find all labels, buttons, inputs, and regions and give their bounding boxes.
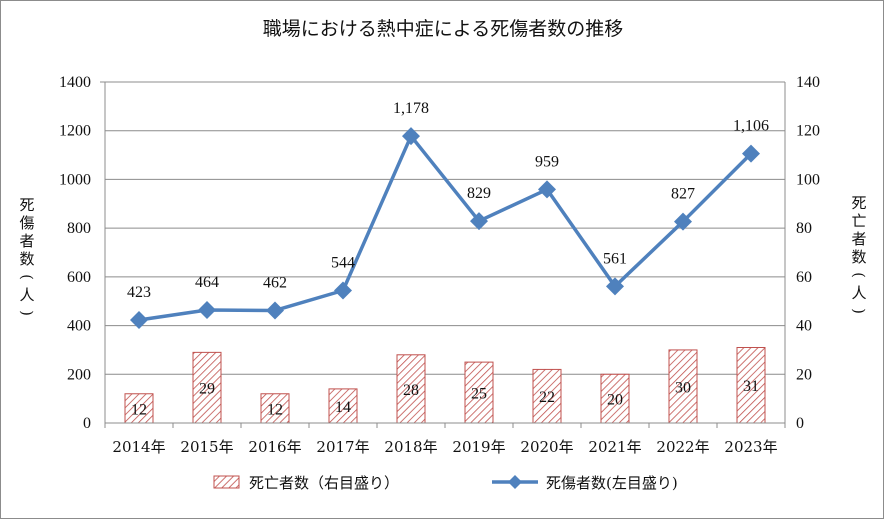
axis-title-char: 人: [851, 284, 866, 302]
right-tick-label: 0: [796, 415, 804, 432]
x-tick-label: 2023年: [724, 438, 777, 456]
x-tick-label: 2021年: [588, 438, 641, 456]
legend-swatch-bar: [213, 475, 240, 489]
axis-title-char: 死: [851, 194, 866, 212]
axis-title-char: (: [850, 272, 868, 278]
axis-title-char: 亡: [851, 212, 866, 230]
axis-title-char: 者: [19, 232, 34, 250]
bar: [600, 373, 630, 424]
line-point-marker: [402, 127, 420, 146]
right-tick-label: 80: [796, 220, 812, 237]
right-tick-label: 120: [796, 123, 820, 140]
line-data-label: 464: [195, 274, 219, 291]
axes: 0 200 400 600 800 1000 1200 1400 0 20 40 60 80 100 120…: [18, 74, 868, 456]
left-tick-label: 600: [67, 269, 91, 286]
x-tick-label: 2019年: [452, 438, 505, 456]
right-tick-label: 140: [796, 74, 820, 91]
left-tick-label: 200: [67, 366, 91, 383]
bar-data-label: 25: [471, 386, 487, 403]
axis-title-char: 死: [19, 196, 34, 214]
series-line: [138, 134, 753, 322]
axis-title-char: 者: [851, 230, 866, 248]
axis-title-char: 人: [19, 286, 34, 304]
line-series: 423 464 462 544 1,178 829 959 561 827 1,106: [127, 100, 769, 329]
left-tick-label: 1200: [59, 123, 91, 140]
bar: [532, 368, 562, 424]
bar-data-label: 20: [607, 392, 623, 409]
line-data-label: 829: [467, 185, 491, 202]
bar-data-label: 31: [743, 378, 759, 395]
bar-data-label: 14: [335, 399, 351, 416]
bar-data-label: 28: [403, 382, 419, 399]
right-axis-title: 死亡者数 ( 人): [850, 194, 868, 314]
axis-title-char: (: [18, 274, 36, 280]
right-tick-label: 40: [796, 318, 812, 335]
legend: 死亡者数（右目盛り） 死傷者数(左目盛り): [213, 474, 678, 492]
line-point-marker: [266, 301, 284, 320]
left-tick-label: 1400: [59, 74, 91, 91]
bar: [464, 361, 494, 424]
bar-data-label: 12: [131, 401, 147, 418]
line-data-label: 1,106: [733, 118, 769, 135]
line-data-label: 423: [127, 284, 151, 301]
x-tick-label: 2022年: [656, 438, 709, 456]
line-data-label: 544: [331, 254, 355, 271]
line-data-label: 1,178: [393, 100, 429, 117]
bar-data-label: 30: [675, 379, 691, 396]
bar: [192, 351, 222, 424]
bar-data-label: 12: [267, 401, 283, 418]
left-tick-label: 1000: [59, 171, 91, 188]
bar-data-label: 22: [539, 389, 555, 406]
chart-title: 職場における熱中症による死傷者数の推移: [263, 18, 623, 40]
left-tick-label: 800: [67, 220, 91, 237]
right-tick-label: 60: [796, 269, 812, 286]
line-point-marker: [538, 180, 556, 199]
left-tick-label: 0: [83, 415, 91, 432]
left-axis-title: 死傷者数 ( 人): [18, 196, 36, 316]
bar: [736, 346, 766, 424]
bar-data-label: 29: [199, 381, 215, 398]
line-data-label: 827: [671, 186, 695, 203]
line-point-marker: [606, 277, 624, 296]
x-tick-label: 2015年: [180, 438, 233, 456]
bar: [396, 354, 426, 424]
line-data-label: 959: [535, 153, 559, 170]
legend-label-bar: 死亡者数（右目盛り）: [249, 474, 399, 492]
axis-title-char: ): [850, 308, 868, 314]
line-point-marker: [742, 144, 760, 163]
axis-title-char: 数: [19, 250, 34, 268]
line-point-marker: [334, 281, 352, 300]
line-point-marker: [198, 300, 216, 319]
axis-title-char: 傷: [19, 214, 34, 232]
line-point-marker: [130, 310, 148, 329]
left-tick-label: 400: [67, 318, 91, 335]
x-tick-label: 2020年: [520, 438, 573, 456]
x-tick-label: 2014年: [112, 438, 165, 456]
line-point-marker: [470, 212, 488, 231]
right-tick-label: 100: [796, 171, 820, 188]
x-tick-label: 2016年: [248, 438, 301, 456]
axis-title-char: ): [18, 310, 36, 316]
right-tick-label: 20: [796, 366, 812, 383]
legend-marker-diamond: [508, 475, 522, 489]
line-data-label: 462: [263, 274, 287, 291]
legend-label-line: 死傷者数(左目盛り): [546, 474, 678, 492]
bar: [260, 393, 290, 424]
bar-series: 12 29 12 14 28 25 22 20 30 31: [124, 346, 766, 424]
line-point-marker: [674, 212, 692, 231]
axis-title-char: 数: [851, 248, 866, 266]
x-tick-label: 2018年: [384, 438, 437, 456]
x-tick-label: 2017年: [316, 438, 369, 456]
line-data-label: 561: [603, 250, 627, 267]
